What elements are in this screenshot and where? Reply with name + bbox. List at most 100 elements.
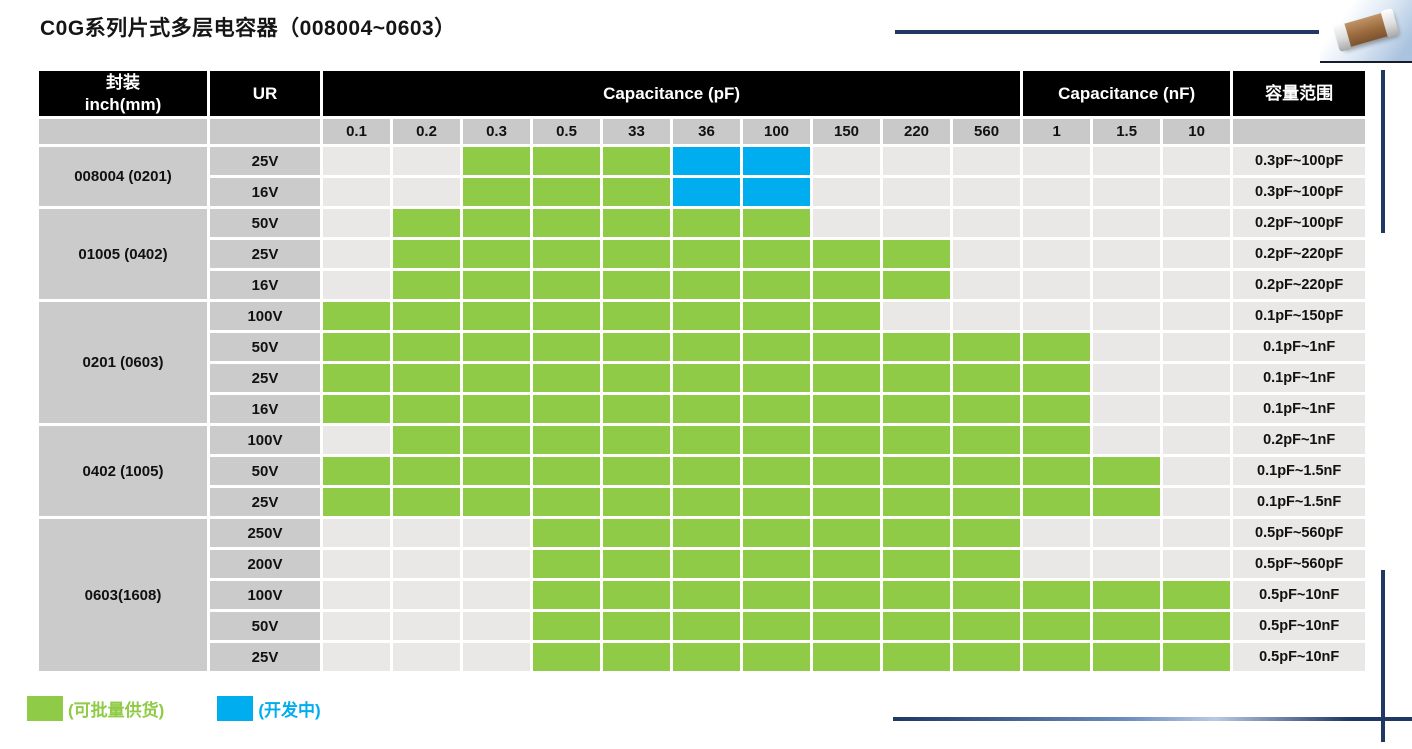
- available-cell: [463, 178, 530, 206]
- available-cell: [743, 271, 810, 299]
- available-cell: [743, 426, 810, 454]
- developing-cell: [673, 178, 740, 206]
- range-cell: 0.5pF~560pF: [1233, 519, 1366, 547]
- empty-cell: [1163, 550, 1231, 578]
- subheader-blank: [39, 119, 207, 144]
- col-label: 1.5: [1093, 119, 1161, 144]
- available-cell: [1023, 457, 1091, 485]
- available-cell: [1023, 581, 1091, 609]
- table-row: 50V 0.1pF~1nF: [39, 333, 1366, 361]
- table-row: 16V 0.2pF~220pF: [39, 271, 1366, 299]
- available-cell: [1093, 612, 1161, 640]
- available-cell: [883, 581, 950, 609]
- empty-cell: [393, 519, 460, 547]
- available-cell: [813, 395, 880, 423]
- available-cell: [813, 457, 880, 485]
- available-cell: [673, 395, 740, 423]
- available-cell: [323, 302, 390, 330]
- available-cell: [673, 240, 740, 268]
- available-cell: [743, 395, 810, 423]
- available-cell: [1163, 612, 1231, 640]
- available-cell: [883, 457, 950, 485]
- right-accent-line-bottom: [1381, 570, 1385, 742]
- empty-cell: [1093, 209, 1161, 237]
- legend: (可批量供货) (开发中): [27, 696, 321, 721]
- available-cell: [883, 643, 950, 671]
- available-cell: [533, 426, 600, 454]
- available-cell: [323, 457, 390, 485]
- package-cell: 0603(1608): [39, 519, 207, 671]
- available-cell: [463, 333, 530, 361]
- empty-cell: [1093, 147, 1161, 175]
- available-cell: [603, 364, 670, 392]
- available-cell: [323, 364, 390, 392]
- available-cell: [813, 302, 880, 330]
- available-cell: [463, 457, 530, 485]
- empty-cell: [1093, 302, 1161, 330]
- empty-cell: [1163, 209, 1231, 237]
- available-cell: [463, 426, 530, 454]
- empty-cell: [323, 178, 390, 206]
- empty-cell: [1163, 147, 1231, 175]
- available-cell: [953, 612, 1021, 640]
- empty-cell: [953, 147, 1021, 175]
- available-cell: [533, 457, 600, 485]
- empty-cell: [1093, 364, 1161, 392]
- range-cell: 0.5pF~560pF: [1233, 550, 1366, 578]
- empty-cell: [1093, 240, 1161, 268]
- available-cell: [883, 612, 950, 640]
- range-cell: 0.2pF~100pF: [1233, 209, 1366, 237]
- table-row: 0201 (0603) 100V 0.1pF~150pF: [39, 302, 1366, 423]
- range-header: 容量范围: [1233, 71, 1366, 116]
- available-cell: [743, 457, 810, 485]
- voltage-cell: 16V: [210, 395, 320, 423]
- available-cell: [813, 426, 880, 454]
- voltage-cell: 25V: [210, 240, 320, 268]
- voltage-cell: 25V: [210, 488, 320, 516]
- empty-cell: [1023, 209, 1091, 237]
- empty-cell: [883, 302, 950, 330]
- range-cell: 0.1pF~1.5nF: [1233, 488, 1366, 516]
- available-cell: [673, 612, 740, 640]
- voltage-cell: 16V: [210, 271, 320, 299]
- available-cell: [953, 488, 1021, 516]
- empty-cell: [463, 519, 530, 547]
- available-cell: [673, 581, 740, 609]
- table-row: 008004 (0201) 25V 0.3pF~100pF: [39, 147, 1366, 206]
- available-cell: [1093, 488, 1161, 516]
- voltage-cell: 50V: [210, 457, 320, 485]
- available-cell: [463, 488, 530, 516]
- empty-cell: [1093, 395, 1161, 423]
- subheader-blank: [210, 119, 320, 144]
- empty-cell: [323, 581, 390, 609]
- available-cell: [533, 612, 600, 640]
- col-label: 0.5: [533, 119, 600, 144]
- available-cell: [743, 581, 810, 609]
- bottom-accent-line: [893, 717, 1412, 721]
- available-cell: [813, 364, 880, 392]
- available-cell: [883, 488, 950, 516]
- voltage-cell: 50V: [210, 333, 320, 361]
- available-cell: [603, 488, 670, 516]
- range-cell: 0.1pF~1nF: [1233, 395, 1366, 423]
- empty-cell: [1093, 519, 1161, 547]
- empty-cell: [1093, 178, 1161, 206]
- header-row: 封装 inch(mm) UR Capacitance (pF) Capacita…: [39, 71, 1366, 116]
- available-cell: [603, 550, 670, 578]
- developing-cell: [743, 178, 810, 206]
- available-cell: [533, 364, 600, 392]
- available-cell: [393, 457, 460, 485]
- table-row: 0402 (1005) 100V 0.2pF~1nF: [39, 426, 1366, 516]
- voltage-cell: 250V: [210, 519, 320, 547]
- voltage-cell: 200V: [210, 550, 320, 578]
- empty-cell: [463, 643, 530, 671]
- available-cell: [883, 395, 950, 423]
- table-row: 200V 0.5pF~560pF: [39, 550, 1366, 578]
- right-accent-line-top: [1381, 70, 1385, 233]
- available-cell: [393, 240, 460, 268]
- developing-cell: [743, 147, 810, 175]
- voltage-cell: 25V: [210, 643, 320, 671]
- available-cell: [743, 612, 810, 640]
- empty-cell: [1023, 519, 1091, 547]
- table-row: 100V 0.5pF~10nF: [39, 581, 1366, 609]
